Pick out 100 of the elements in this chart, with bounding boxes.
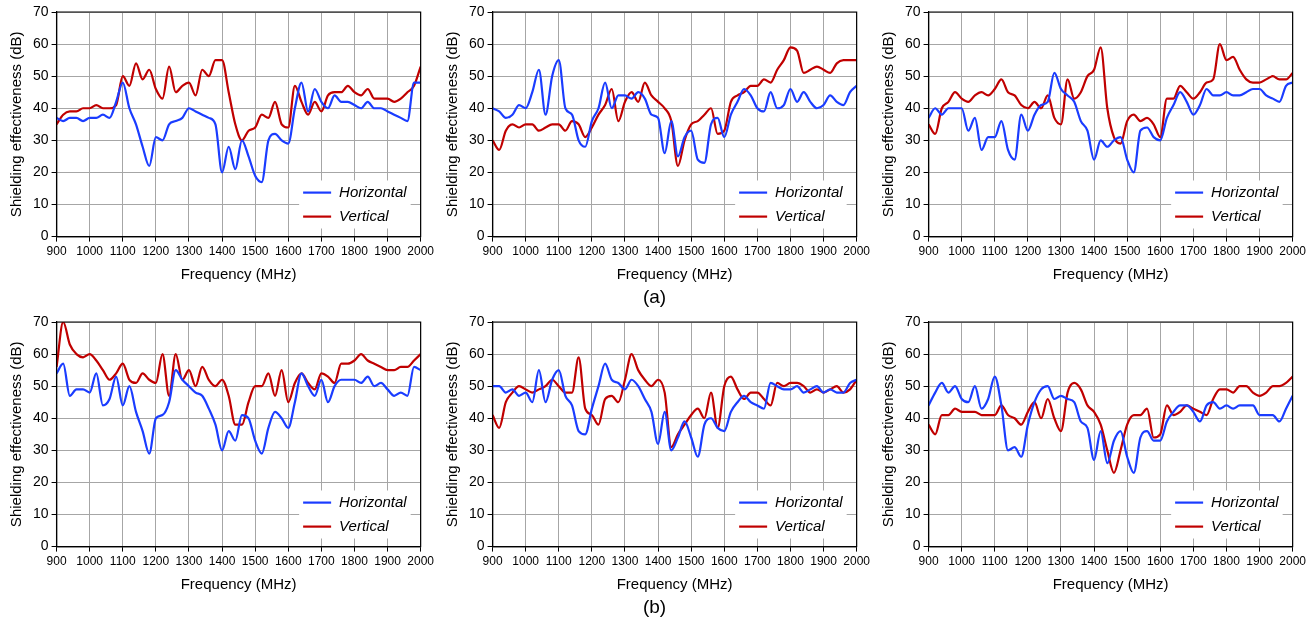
x-tick-label: 900	[482, 554, 503, 569]
x-tick-label: 1500	[241, 244, 269, 259]
text: (a)	[641, 286, 668, 308]
x-tick-label: 1200	[1014, 554, 1042, 569]
x-tick-label: 1900	[1246, 244, 1274, 259]
y-tick-label: 70	[32, 2, 49, 19]
legend-label: Horizontal	[1211, 492, 1280, 510]
x-tick-label: 2000	[407, 554, 435, 569]
x-tick-label: 1200	[142, 554, 170, 569]
line-series	[928, 71, 1293, 174]
y-tick-label: 0	[912, 227, 921, 244]
x-tick-label: 1500	[677, 554, 705, 569]
x-tick-label: 1000	[948, 554, 976, 569]
x-tick-label: 1200	[578, 554, 606, 569]
y-tick-label: 70	[468, 2, 485, 19]
legend-label: Horizontal	[339, 182, 408, 200]
y-tick-label: 30	[32, 441, 49, 458]
y-tick-label: 0	[40, 537, 49, 554]
y-axis-title: Shielding effectiveness (dB)	[7, 31, 25, 218]
y-axis-title: Shielding effectiveness (dB)	[443, 31, 461, 218]
x-tick-label: 1600	[1146, 244, 1174, 259]
line-series	[56, 322, 421, 426]
x-tick-label: 2000	[407, 244, 435, 259]
y-tick-label: 50	[468, 377, 485, 394]
y-axis-title: Shielding effectiveness (dB)	[879, 341, 897, 528]
x-tick-label: 2000	[843, 244, 871, 259]
x-tick-label: 1000	[948, 244, 976, 259]
text: (b)	[641, 596, 668, 618]
x-tick-label: 1600	[274, 554, 302, 569]
legend-label: Horizontal	[775, 492, 844, 510]
y-tick-label: 10	[468, 195, 485, 212]
y-tick-label: 60	[904, 344, 921, 361]
x-tick-label: 1400	[1080, 554, 1108, 569]
line-series	[56, 362, 421, 455]
x-tick-label: 1700	[744, 244, 772, 259]
y-tick-label: 40	[468, 409, 485, 426]
x-tick-label: 1300	[1047, 554, 1075, 569]
x-tick-label: 1200	[578, 244, 606, 259]
y-tick-label: 70	[904, 312, 921, 329]
line-series	[56, 81, 421, 184]
x-tick-label: 900	[46, 554, 67, 569]
x-tick-label: 1300	[611, 554, 639, 569]
y-tick-label: 20	[468, 163, 485, 180]
x-tick-label: 1700	[744, 554, 772, 569]
x-tick-label: 1200	[142, 244, 170, 259]
y-tick-label: 60	[904, 34, 921, 51]
x-tick-label: 1200	[1014, 244, 1042, 259]
x-tick-label: 1800	[341, 554, 369, 569]
y-tick-label: 30	[32, 131, 49, 148]
y-tick-label: 70	[468, 312, 485, 329]
x-tick-label: 1900	[1246, 554, 1274, 569]
x-tick-label: 900	[918, 244, 939, 259]
x-tick-label: 1300	[175, 554, 203, 569]
y-tick-label: 10	[468, 505, 485, 522]
legend-label: Horizontal	[775, 182, 844, 200]
line-series	[928, 375, 1293, 474]
y-tick-label: 0	[476, 537, 485, 554]
legend-label: Vertical	[339, 516, 390, 534]
x-tick-label: 1000	[76, 554, 104, 569]
x-tick-label: 1800	[341, 244, 369, 259]
y-tick-label: 50	[32, 67, 49, 84]
x-tick-label: 900	[46, 244, 67, 259]
legend-label: Horizontal	[339, 492, 408, 510]
x-tick-label: 1000	[76, 244, 104, 259]
y-tick-label: 0	[476, 227, 485, 244]
x-tick-label: 900	[482, 244, 503, 259]
x-axis-title: Frequency (MHz)	[616, 265, 733, 283]
y-tick-label: 30	[904, 131, 921, 148]
x-tick-label: 1400	[208, 244, 236, 259]
legend-label: Vertical	[775, 206, 826, 224]
y-tick-label: 0	[912, 537, 921, 554]
legend-label: Vertical	[1211, 516, 1262, 534]
y-tick-label: 10	[32, 505, 49, 522]
x-tick-label: 1300	[611, 244, 639, 259]
x-tick-label: 1100	[981, 554, 1008, 569]
y-tick-label: 20	[468, 473, 485, 490]
x-tick-label: 1400	[644, 244, 672, 259]
line-series	[492, 362, 857, 458]
x-tick-label: 1300	[175, 244, 203, 259]
y-tick-label: 10	[904, 195, 921, 212]
x-tick-label: 900	[918, 554, 939, 569]
x-tick-label: 1000	[512, 244, 540, 259]
y-tick-label: 30	[468, 441, 485, 458]
x-tick-label: 1900	[810, 554, 838, 569]
x-tick-label: 1700	[308, 554, 336, 569]
x-axis-title: Frequency (MHz)	[616, 575, 733, 593]
x-axis-title: Frequency (MHz)	[180, 265, 297, 283]
x-tick-label: 1800	[1213, 244, 1241, 259]
x-tick-label: 1900	[810, 244, 838, 259]
x-tick-label: 1500	[1113, 244, 1141, 259]
x-tick-label: 1400	[1080, 244, 1108, 259]
x-tick-label: 1800	[777, 554, 805, 569]
legend-label: Vertical	[1211, 206, 1262, 224]
y-axis-title: Shielding effectiveness (dB)	[7, 341, 25, 528]
y-tick-label: 70	[32, 312, 49, 329]
y-tick-label: 50	[904, 377, 921, 394]
y-tick-label: 0	[40, 227, 49, 244]
x-tick-label: 1600	[710, 244, 738, 259]
y-tick-label: 60	[468, 344, 485, 361]
x-tick-label: 1900	[374, 554, 402, 569]
